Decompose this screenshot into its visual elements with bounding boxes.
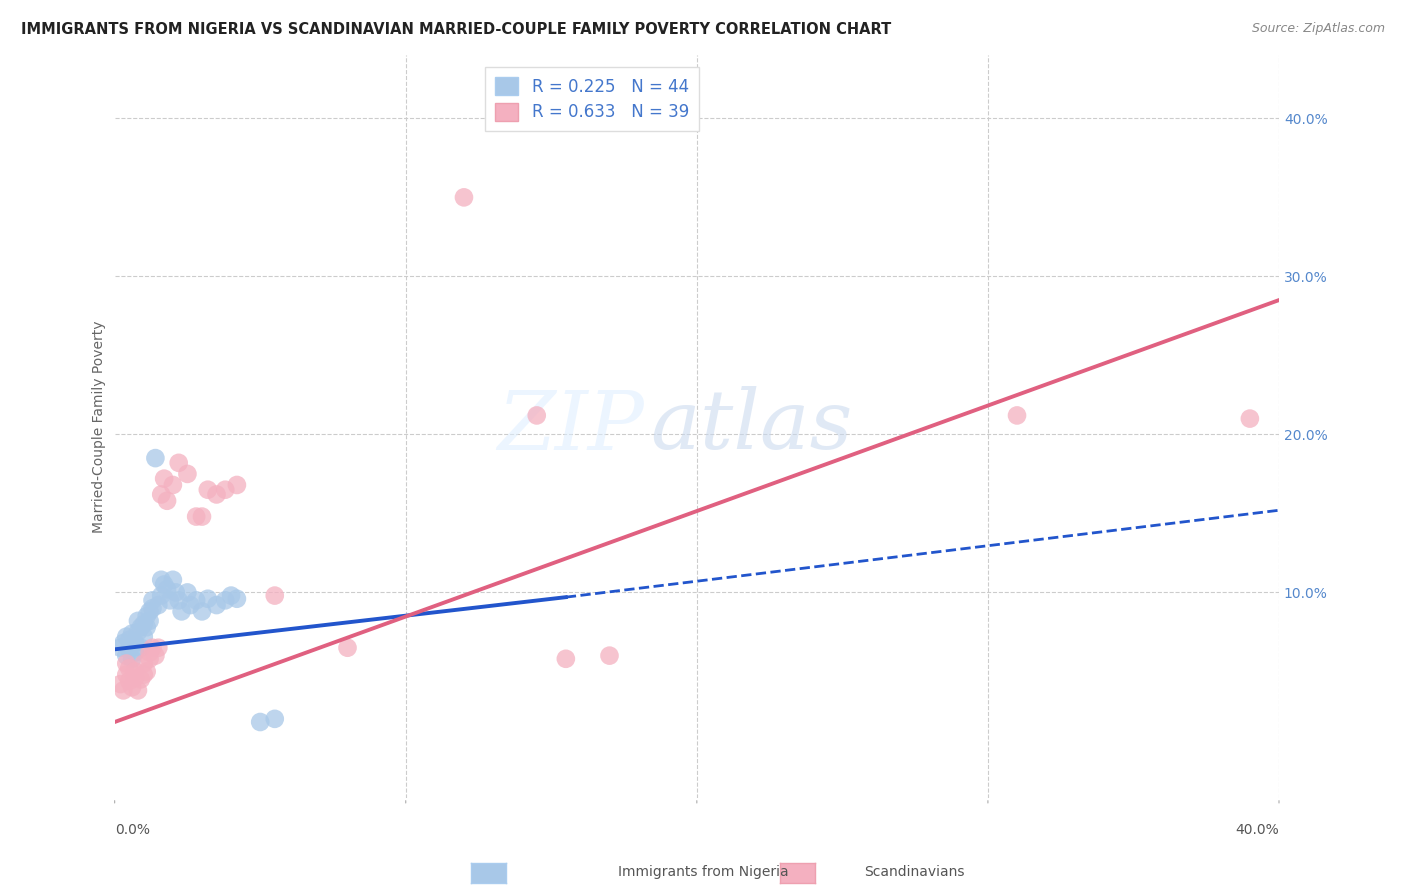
- Point: [124, 671, 146, 685]
- Point: [124, 636, 146, 650]
- Point: [148, 598, 170, 612]
- Point: [124, 645, 146, 659]
- Point: [145, 451, 167, 466]
- Point: [176, 467, 198, 481]
- Point: [150, 573, 173, 587]
- Point: [179, 598, 201, 612]
- Point: [197, 483, 219, 497]
- Point: [132, 667, 155, 681]
- Point: [118, 642, 141, 657]
- Point: [150, 487, 173, 501]
- Point: [336, 640, 359, 655]
- Y-axis label: Married-Couple Family Poverty: Married-Couple Family Poverty: [93, 320, 107, 533]
- Point: [526, 409, 548, 423]
- Point: [135, 665, 157, 679]
- Point: [138, 604, 160, 618]
- Point: [127, 624, 149, 639]
- Point: [115, 630, 138, 644]
- Point: [205, 598, 228, 612]
- Point: [159, 593, 181, 607]
- Point: [110, 640, 132, 655]
- Point: [115, 657, 138, 671]
- Point: [138, 645, 160, 659]
- Point: [141, 593, 163, 607]
- Point: [186, 593, 208, 607]
- Text: atlas: atlas: [650, 386, 852, 467]
- Point: [132, 657, 155, 671]
- Point: [214, 483, 236, 497]
- Point: [176, 585, 198, 599]
- Point: [191, 604, 214, 618]
- Point: [197, 591, 219, 606]
- Point: [1239, 411, 1261, 425]
- Point: [1005, 409, 1028, 423]
- Point: [263, 712, 285, 726]
- Point: [205, 487, 228, 501]
- Point: [110, 677, 132, 691]
- Legend: R = 0.225   N = 44, R = 0.633   N = 39: R = 0.225 N = 44, R = 0.633 N = 39: [485, 67, 699, 131]
- Point: [129, 620, 152, 634]
- Point: [167, 593, 190, 607]
- Point: [112, 683, 135, 698]
- Point: [599, 648, 621, 663]
- Point: [226, 591, 249, 606]
- Point: [141, 601, 163, 615]
- Point: [138, 652, 160, 666]
- Point: [170, 604, 193, 618]
- Point: [150, 589, 173, 603]
- Point: [453, 190, 475, 204]
- Text: 40.0%: 40.0%: [1236, 822, 1279, 837]
- Point: [153, 472, 176, 486]
- Point: [165, 585, 187, 599]
- Text: 0.0%: 0.0%: [115, 822, 149, 837]
- Point: [156, 582, 179, 597]
- Point: [167, 456, 190, 470]
- Point: [132, 630, 155, 644]
- Text: ZIP: ZIP: [498, 386, 644, 467]
- Point: [249, 714, 271, 729]
- Point: [121, 652, 143, 666]
- Point: [141, 640, 163, 655]
- Text: Scandinavians: Scandinavians: [863, 865, 965, 879]
- Point: [135, 609, 157, 624]
- Point: [219, 589, 242, 603]
- Point: [148, 640, 170, 655]
- Point: [186, 509, 208, 524]
- Point: [129, 673, 152, 687]
- Point: [112, 636, 135, 650]
- Point: [214, 593, 236, 607]
- Text: IMMIGRANTS FROM NIGERIA VS SCANDINAVIAN MARRIED-COUPLE FAMILY POVERTY CORRELATIO: IMMIGRANTS FROM NIGERIA VS SCANDINAVIAN …: [21, 22, 891, 37]
- Point: [135, 620, 157, 634]
- Point: [226, 478, 249, 492]
- Text: Source: ZipAtlas.com: Source: ZipAtlas.com: [1251, 22, 1385, 36]
- Point: [127, 614, 149, 628]
- Point: [118, 661, 141, 675]
- Point: [118, 673, 141, 688]
- Point: [153, 577, 176, 591]
- Point: [156, 493, 179, 508]
- Point: [121, 626, 143, 640]
- Point: [162, 573, 184, 587]
- Text: Immigrants from Nigeria: Immigrants from Nigeria: [617, 865, 789, 879]
- Point: [138, 614, 160, 628]
- Point: [162, 478, 184, 492]
- Point: [554, 652, 576, 666]
- Point: [145, 648, 167, 663]
- Point: [132, 617, 155, 632]
- Point: [127, 683, 149, 698]
- Point: [263, 589, 285, 603]
- Point: [191, 509, 214, 524]
- Point: [124, 665, 146, 679]
- Point: [115, 648, 138, 663]
- Point: [129, 640, 152, 655]
- Point: [115, 667, 138, 681]
- Point: [118, 632, 141, 647]
- Point: [121, 680, 143, 694]
